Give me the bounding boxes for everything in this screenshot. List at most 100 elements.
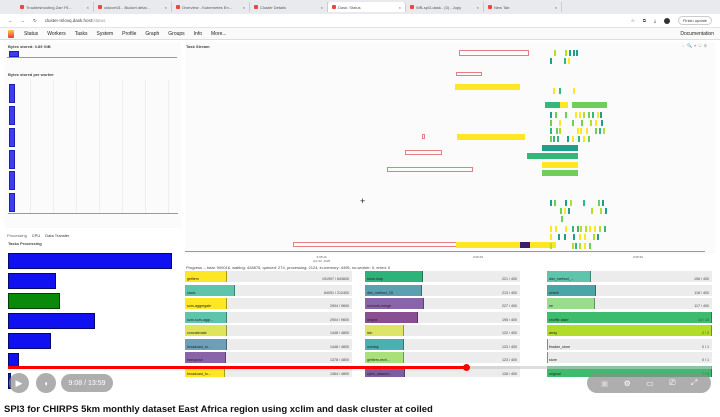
task-stream-bar [589, 243, 592, 249]
progress-row: where 118 / 400 [547, 284, 712, 296]
theater-icon[interactable]: ▭ [646, 378, 654, 388]
settings-icon[interactable]: ⚙ [623, 378, 631, 388]
task-stream-bar [586, 128, 589, 134]
progress-count: 191907 / 643600 [322, 277, 349, 281]
task-stream-chart [185, 50, 705, 252]
nav-documentation[interactable]: Documentation [680, 30, 714, 37]
progress-count: 1448 / 4800 [330, 331, 349, 335]
processing-bar [8, 293, 61, 309]
tab-close-icon[interactable]: × [242, 4, 245, 10]
cast-icon[interactable]: ⎚ [669, 378, 676, 387]
fullscreen-icon[interactable]: ⤢ [690, 378, 698, 387]
task-stream-bar [542, 162, 578, 168]
nav-item-groups[interactable]: Groups [168, 30, 185, 37]
chart-toolbar[interactable]: ⇔🔍⌖↻⚙ [681, 43, 709, 48]
nav-item-status[interactable]: Status [24, 30, 39, 37]
volume-icon[interactable]: ◖ [36, 373, 56, 393]
task-stream-bar [566, 136, 569, 142]
task-stream-bar [568, 50, 571, 56]
progress-label: dist_method_... [549, 277, 574, 281]
task-stream-bar [558, 234, 561, 240]
autoplay-icon[interactable]: ▣ [600, 378, 609, 388]
progress-fill [547, 325, 712, 336]
finish-update-button[interactable]: Finish update [677, 16, 712, 25]
nav-item-system[interactable]: System [96, 30, 114, 37]
tasks-processing-title: Tasks Processing [8, 241, 42, 246]
progress-count: 2904 / 9600 [330, 317, 349, 322]
tab-close-icon[interactable]: × [164, 4, 167, 10]
task-stream-bar [550, 243, 552, 249]
task-stream-bar [558, 88, 561, 94]
extensions-icon[interactable]: ⧉ [642, 18, 646, 23]
progress-row: transpose 1378 / 4800 [185, 352, 352, 363]
progress-label: shuffle-taker [549, 317, 569, 322]
browser-tab[interactable]: Troubleshooting Zarr Fil... × [16, 2, 94, 12]
browser-tab[interactable]: ckluvm01 - Bucket detai... × [94, 2, 172, 12]
nav-item-profile[interactable]: Profile [122, 30, 137, 37]
browser-tab[interactable]: WB-spi3-dask.. (3) - Jupy × [406, 2, 484, 12]
play-icon[interactable]: ▶ [9, 373, 29, 393]
task-stream-bar [580, 128, 583, 134]
progress-fill [365, 298, 425, 309]
task-stream-bar [555, 112, 558, 118]
processing-bar [8, 333, 51, 349]
nav-item-more[interactable]: More... [211, 30, 227, 37]
video-time: 9:08 / 13:59 [61, 374, 113, 392]
browser-tab[interactable]: Overview - Kubernetes En... × [172, 2, 250, 12]
nav-item-workers[interactable]: Workers [47, 30, 66, 37]
browser-tab[interactable]: Dask: Status × [328, 2, 406, 12]
task-stream-bar [571, 226, 574, 232]
browser-tab[interactable]: Cluster Details × [250, 2, 328, 12]
task-stream-bar [553, 136, 556, 142]
task-stream-bar [604, 208, 607, 214]
progress-fill [185, 271, 227, 282]
bytes-stored-bar [9, 51, 20, 57]
download-icon[interactable]: ⤓ [653, 18, 656, 23]
reload-icon[interactable]: ↻ [33, 17, 37, 23]
tab-favicon-icon [98, 5, 102, 9]
progress-count: 118 / 400 [694, 290, 709, 295]
back-icon[interactable]: ← [8, 18, 13, 23]
tab-close-icon[interactable]: × [476, 4, 479, 10]
task-stream-bar [570, 200, 573, 206]
tab-close-icon[interactable]: × [86, 4, 89, 10]
progress-count: 195 / 400 [502, 317, 517, 322]
task-stream-bar [553, 88, 556, 94]
task-stream-bar [455, 84, 520, 90]
task-stream-bar [550, 58, 552, 64]
nav-item-graph[interactable]: Graph [145, 30, 160, 37]
progress-label: getitem [187, 277, 199, 281]
progress-label: rechunk-merge [367, 304, 392, 308]
progress-row: store-map 221 / 400 [365, 271, 520, 282]
progress-fill [185, 365, 226, 377]
browser-tab[interactable]: New Tab × [484, 2, 562, 12]
seek-handle[interactable] [462, 364, 470, 371]
forward-icon[interactable]: → [20, 18, 26, 23]
progress-fill [547, 298, 596, 309]
progress-label: array [549, 331, 558, 335]
progress-fill [365, 284, 422, 296]
task-stream-bar [556, 136, 559, 142]
tab-favicon-icon [410, 5, 414, 9]
tab-close-icon[interactable]: × [554, 4, 557, 10]
tab-processing[interactable]: Processing [7, 233, 27, 238]
nav-item-info[interactable]: Info [193, 30, 203, 37]
task-stream-bar [550, 200, 552, 206]
tab-data-transfer[interactable]: Data Transfer [45, 233, 70, 238]
tab-cpu[interactable]: CPU [31, 233, 41, 238]
avatar[interactable] [663, 17, 670, 24]
processing-bar [8, 253, 172, 269]
nav-item-tasks[interactable]: Tasks [74, 30, 88, 37]
video-seek-bar[interactable] [8, 364, 712, 371]
task-stream-bar [572, 102, 607, 108]
task-stream-bar [583, 112, 586, 118]
video-played-bar [8, 366, 466, 369]
url-field[interactable]: cluster-mlovq.dask.host/status [45, 18, 106, 23]
progress-label: stack [187, 290, 196, 295]
task-stream-bar [577, 136, 580, 142]
tab-close-icon[interactable]: × [320, 4, 323, 10]
progress-row: astype 195 / 400 [365, 311, 520, 323]
task-stream-bar [542, 145, 578, 151]
tab-close-icon[interactable]: × [398, 4, 401, 10]
star-icon[interactable]: ☆ [630, 17, 635, 23]
